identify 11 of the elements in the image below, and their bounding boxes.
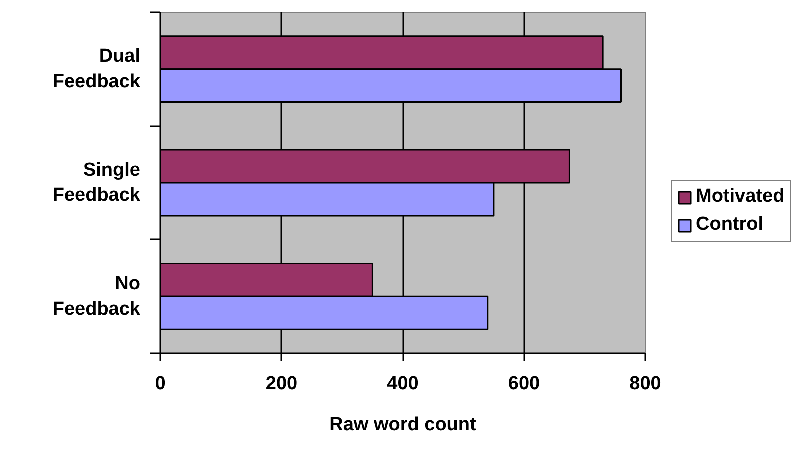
x-axis-title: Raw word count: [330, 414, 478, 436]
x-tick-label: 0: [155, 374, 166, 394]
x-tick-label: 200: [266, 374, 298, 394]
x-tick-label: 400: [387, 374, 419, 394]
x-tick-label: 600: [508, 374, 540, 394]
y-tick-label: Dual Feedback: [52, 46, 141, 92]
y-tick-label: Single Feedback: [52, 160, 141, 206]
x-tick-label: 800: [630, 374, 662, 394]
y-tick-label: No Feedback: [52, 274, 141, 320]
legend-label: Motivated: [696, 186, 785, 208]
legend-label: Control: [696, 214, 764, 236]
